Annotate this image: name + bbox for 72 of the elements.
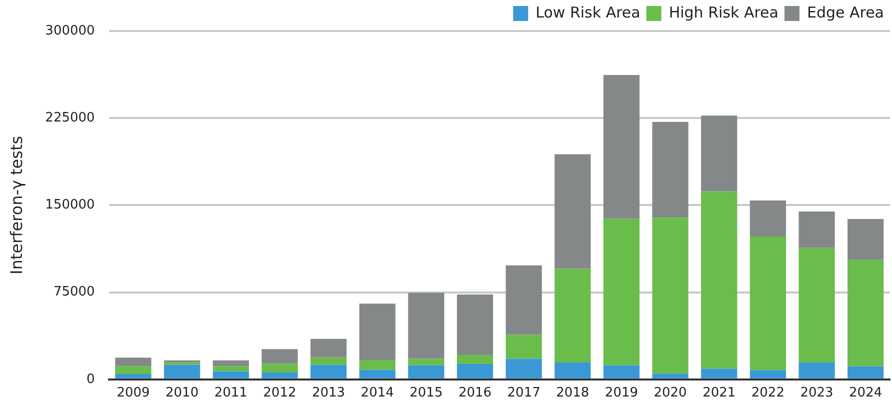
x-tick-label: 2015 — [410, 386, 443, 401]
bar — [115, 366, 152, 374]
bar — [262, 364, 298, 373]
bar — [554, 268, 591, 363]
bar — [603, 218, 640, 366]
bar — [262, 349, 298, 364]
legend-label: High Risk Area — [668, 3, 778, 22]
x-tick-label: 2010 — [166, 386, 199, 401]
x-tick-label: 2020 — [654, 386, 687, 401]
x-tick-label: 2023 — [800, 386, 834, 401]
legend-label: Low Risk Area — [536, 3, 640, 22]
y-tick-label: 75000 — [53, 284, 95, 300]
x-tick-label: 2009 — [116, 386, 150, 401]
y-tick-label: 0 — [86, 372, 95, 387]
bar — [652, 374, 688, 378]
legend-label: Edge Area — [806, 3, 884, 22]
bar — [848, 366, 884, 378]
bar — [310, 357, 347, 365]
bar — [652, 122, 688, 218]
bar — [652, 218, 688, 374]
y-axis-title: Interferon-γ tests — [6, 136, 26, 274]
bar — [848, 219, 884, 260]
bar — [456, 355, 494, 364]
bar — [456, 364, 494, 378]
x-tick-label: 2012 — [263, 386, 296, 401]
bar — [848, 260, 884, 366]
y-tick-label: 150000 — [45, 198, 95, 213]
bar — [212, 366, 249, 372]
bar — [115, 374, 152, 378]
bar — [554, 362, 591, 378]
bar — [798, 362, 835, 378]
bar — [798, 211, 835, 248]
bar — [506, 265, 542, 335]
x-tick-label: 2024 — [849, 386, 882, 401]
x-tick-label: 2019 — [604, 386, 638, 401]
bar — [554, 154, 591, 269]
bar — [750, 236, 786, 370]
bar — [262, 372, 298, 378]
bar — [359, 360, 396, 370]
y-tick-label: 300000 — [45, 23, 95, 38]
bar — [212, 371, 249, 378]
bar — [701, 368, 738, 378]
bar — [798, 248, 835, 363]
bar — [506, 358, 542, 378]
bar — [310, 338, 347, 358]
bar — [408, 365, 444, 378]
x-tick-label: 2021 — [702, 386, 736, 401]
bar — [750, 370, 786, 378]
x-tick-label: 2013 — [312, 386, 346, 401]
bar — [603, 365, 640, 378]
bar — [408, 358, 444, 366]
x-tick-label: 2018 — [556, 386, 590, 401]
bar — [408, 292, 444, 359]
x-tick-label: 2022 — [751, 386, 784, 401]
bar — [212, 360, 249, 366]
bar — [164, 364, 200, 378]
x-tick-label: 2011 — [214, 386, 248, 401]
y-tick-label: 225000 — [45, 110, 95, 126]
x-tick-label: 2016 — [458, 386, 492, 401]
bar — [701, 191, 738, 369]
bar — [750, 200, 786, 237]
x-tick-label: 2017 — [507, 386, 540, 401]
bar — [506, 334, 542, 359]
bar — [603, 75, 640, 219]
bar — [310, 364, 347, 378]
bar — [701, 116, 738, 192]
bar — [359, 370, 396, 378]
bar — [115, 358, 152, 366]
bar — [456, 294, 494, 356]
bar — [359, 304, 396, 360]
bar — [164, 362, 200, 365]
x-tick-label: 2014 — [360, 386, 394, 401]
